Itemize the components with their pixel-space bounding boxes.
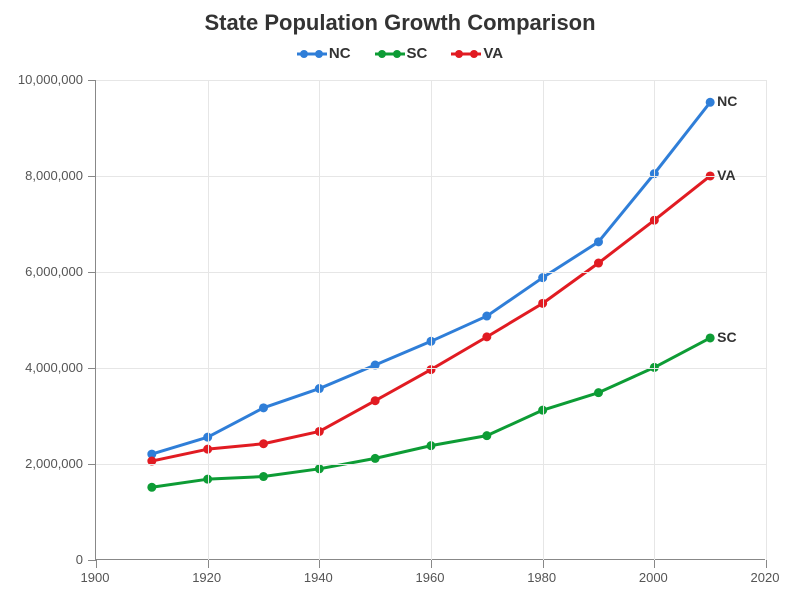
legend-swatch (451, 47, 481, 61)
y-tick (88, 80, 96, 81)
y-tick-label: 6,000,000 (0, 264, 83, 279)
legend-swatch (297, 47, 327, 61)
series-marker[interactable] (259, 472, 268, 481)
legend-label: NC (329, 45, 351, 62)
x-tick-label: 1900 (70, 570, 120, 585)
series-marker[interactable] (594, 237, 603, 246)
x-tick-label: 1940 (293, 570, 343, 585)
legend-item[interactable]: SC (375, 45, 428, 62)
x-tick (543, 560, 544, 568)
x-tick-label: 1920 (182, 570, 232, 585)
legend: NC SC VA (0, 45, 800, 65)
gridline-vertical (431, 80, 432, 560)
y-tick-label: 10,000,000 (0, 72, 83, 87)
x-tick (654, 560, 655, 568)
y-tick (88, 560, 96, 561)
series-marker[interactable] (482, 332, 491, 341)
gridline-vertical (208, 80, 209, 560)
legend-label: VA (483, 45, 503, 62)
series-marker[interactable] (706, 98, 715, 107)
gridline-vertical (654, 80, 655, 560)
x-tick (319, 560, 320, 568)
y-tick (88, 464, 96, 465)
series-marker[interactable] (482, 431, 491, 440)
series-marker[interactable] (371, 454, 380, 463)
legend-item[interactable]: NC (297, 45, 351, 62)
y-tick (88, 368, 96, 369)
x-tick (96, 560, 97, 568)
gridline-vertical (319, 80, 320, 560)
y-tick-label: 2,000,000 (0, 456, 83, 471)
series-end-label: VA (717, 167, 735, 183)
series-marker[interactable] (259, 439, 268, 448)
x-tick-label: 2020 (740, 570, 790, 585)
y-tick-label: 8,000,000 (0, 168, 83, 183)
x-tick-label: 2000 (628, 570, 678, 585)
chart-title: State Population Growth Comparison (0, 10, 800, 36)
legend-item[interactable]: VA (451, 45, 503, 62)
legend-label: SC (407, 45, 428, 62)
plot-area (95, 80, 765, 560)
series-marker[interactable] (482, 312, 491, 321)
y-tick-label: 4,000,000 (0, 360, 83, 375)
y-tick-label: 0 (0, 552, 83, 567)
legend-swatch (375, 47, 405, 61)
series-marker[interactable] (594, 259, 603, 268)
y-tick (88, 176, 96, 177)
series-marker[interactable] (594, 388, 603, 397)
series-marker[interactable] (259, 403, 268, 412)
gridline-vertical (543, 80, 544, 560)
chart-container: State Population Growth Comparison NC SC V… (0, 0, 800, 600)
x-tick-label: 1980 (517, 570, 567, 585)
series-marker[interactable] (147, 483, 156, 492)
series-marker[interactable] (371, 396, 380, 405)
series-end-label: SC (717, 329, 736, 345)
series-end-label: NC (717, 93, 737, 109)
series-marker[interactable] (706, 333, 715, 342)
x-tick (208, 560, 209, 568)
y-tick (88, 272, 96, 273)
x-tick-label: 1960 (405, 570, 455, 585)
gridline-vertical (766, 80, 767, 560)
x-tick (431, 560, 432, 568)
x-tick (766, 560, 767, 568)
